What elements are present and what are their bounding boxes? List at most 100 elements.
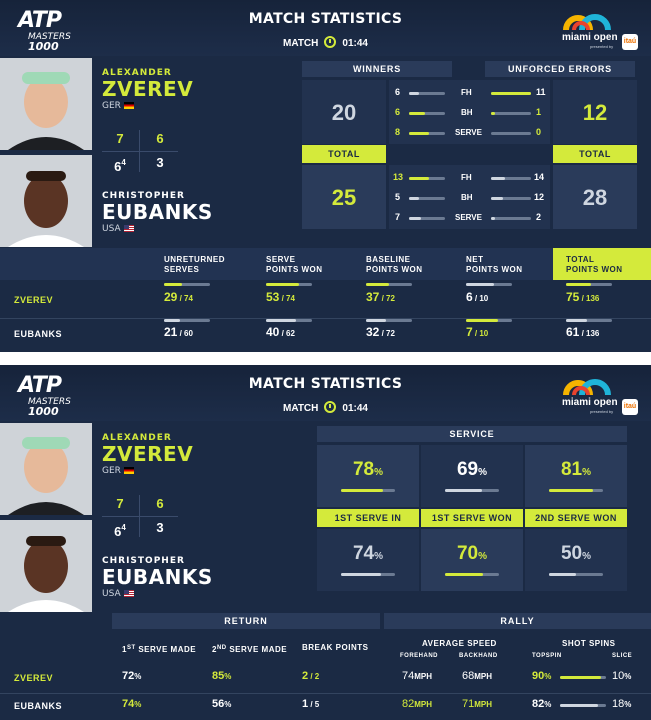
- winners-p2-box: 25: [302, 165, 386, 229]
- shot-row-fh-p2: 13 FH 14: [393, 172, 545, 182]
- shot-row-bh-p2: 5 BH 12: [395, 192, 545, 202]
- col-total-points-won: TOTAL POINTS WON: [566, 255, 623, 274]
- stat-value: 2 / 2: [302, 670, 320, 682]
- itau-badge: itaú: [622, 34, 638, 50]
- stat-value: 10%: [612, 670, 632, 682]
- stat-bar: [164, 319, 210, 322]
- winners-header: WINNERS: [302, 61, 452, 77]
- stat-value: 6 / 10: [466, 290, 489, 304]
- germany-flag-icon: [123, 102, 134, 109]
- stat-value: 82MPH: [402, 698, 433, 710]
- topspin-bar: [560, 676, 606, 679]
- shot-breakdown-p2: 13 FH 14 5 BH 12 7 SERVE 2: [389, 165, 550, 229]
- stat-bar: [266, 283, 312, 286]
- player-photo-eubanks: [0, 520, 92, 612]
- points-table: UNRETURNED SERVES SERVE POINTS WON BASELIN…: [0, 248, 651, 352]
- col-net-points-won: NET POINTS WON: [466, 255, 523, 274]
- stat-value: 90%: [532, 670, 552, 682]
- clock-icon: [324, 401, 337, 413]
- stat-value: 61 / 136: [566, 325, 600, 339]
- stat-bar: [366, 319, 412, 322]
- player1-name: ALEXANDER ZVEREV GER: [102, 433, 194, 476]
- col-baseline-points-won: BASELINE POINTS WON: [366, 255, 423, 274]
- stat-bar: [366, 283, 412, 286]
- player-photo-zverev: [0, 423, 92, 515]
- stat-value: 74MPH: [402, 670, 433, 682]
- stat-value: 82%: [532, 698, 552, 710]
- service-col-label: 2ND SERVE WON: [525, 509, 627, 527]
- service-p2-cell: 74%: [317, 529, 419, 591]
- rally-header: RALLY: [384, 613, 651, 629]
- stat-value: 72%: [122, 670, 142, 682]
- service-p1-cell: 69%: [421, 445, 523, 507]
- col-serve-points-won: SERVE POINTS WON: [266, 255, 323, 274]
- service-header: SERVICE: [317, 426, 627, 442]
- return-rally-table: RETURN RALLY 1ST SERVE MADE 2ND SERVE MA…: [0, 613, 651, 720]
- total-points-highlight: [553, 248, 651, 280]
- topspin-bar: [560, 704, 606, 707]
- stat-value: 18%: [612, 698, 632, 710]
- service-p2-cell: 50%: [525, 529, 627, 591]
- col-break-points: BREAK POINTS: [302, 643, 369, 652]
- service-p2-cell: 70%: [421, 529, 523, 591]
- stat-value: 53 / 74: [266, 290, 295, 304]
- usa-flag-icon: [123, 590, 134, 597]
- stat-bar: [266, 319, 312, 322]
- header: ATP MASTERS 1000 MATCH STATISTICS MATCH 0…: [0, 0, 651, 56]
- stat-value: 40 / 62: [266, 325, 295, 339]
- player2-name: CHRISTOPHER EUBANKS USA: [102, 191, 213, 234]
- shot-row-serve-p1: 8 SERVE 0: [395, 127, 542, 137]
- header: ATP MASTERS 1000 MATCH STATISTICS MATCH 0…: [0, 365, 651, 421]
- miami-open-logo: miami open presented by itaú: [560, 6, 642, 50]
- stat-value: 74%: [122, 698, 142, 710]
- itau-badge: itaú: [622, 399, 638, 415]
- stat-value: 37 / 72: [366, 290, 395, 304]
- players-block: ALEXANDER ZVEREV GER 7 6 64 3 CHRISTOPHE…: [0, 58, 300, 248]
- unforced-errors-header: UNFORCED ERRORS: [485, 61, 635, 77]
- service-return-panel: ATP MASTERS 1000 MATCH STATISTICS MATCH 0…: [0, 365, 651, 720]
- row-label-zverev: ZVEREV: [14, 673, 54, 683]
- germany-flag-icon: [123, 467, 134, 474]
- stat-value: 7 / 10: [466, 325, 489, 339]
- stat-bar: [566, 319, 612, 322]
- miami-arcs-icon: [563, 379, 611, 396]
- page-title: MATCH STATISTICS: [248, 376, 403, 392]
- stat-value: 21 / 60: [164, 325, 193, 339]
- stat-bar: [164, 283, 210, 286]
- score-table: 7 6 64 3: [102, 128, 178, 174]
- ue-total-label: TOTAL: [553, 145, 637, 163]
- stat-value: 75 / 136: [566, 290, 600, 304]
- stat-value: 71MPH: [462, 698, 493, 710]
- row-label-eubanks: EUBANKS: [14, 329, 63, 339]
- stat-bar: [466, 283, 512, 286]
- shot-row-serve-p2: 7 SERVE 2: [395, 212, 542, 222]
- miami-open-logo: miami open presented by itaú: [560, 371, 642, 415]
- usa-flag-icon: [123, 225, 134, 232]
- stat-value: 1 / 5: [302, 698, 320, 710]
- stat-value: 85%: [212, 670, 232, 682]
- return-header: RETURN: [112, 613, 380, 629]
- match-time: MATCH 01:44: [283, 36, 368, 49]
- player-photo-zverev: [0, 58, 92, 150]
- match-time: MATCH 01:44: [283, 401, 368, 414]
- service-col-label: 1ST SERVE WON: [421, 509, 523, 527]
- service-p1-cell: 81%: [525, 445, 627, 507]
- shot-row-bh-p1: 6 BH 1: [395, 107, 542, 117]
- player2-name: CHRISTOPHER EUBANKS USA: [102, 556, 213, 599]
- col-shot-spins: SHOT SPINS: [562, 639, 616, 648]
- service-col-label: 1ST SERVE IN: [317, 509, 419, 527]
- ue-p2-box: 28: [553, 165, 637, 229]
- miami-arcs-icon: [563, 14, 611, 31]
- col-1st-serve-made: 1ST SERVE MADE: [122, 645, 197, 654]
- stat-value: 68MPH: [462, 670, 493, 682]
- col-unreturned-serves: UNRETURNED SERVES: [164, 255, 225, 274]
- stat-value: 56%: [212, 698, 232, 710]
- stat-value: 32 / 72: [366, 325, 395, 339]
- clock-icon: [324, 36, 337, 48]
- players-block: ALEXANDER ZVEREV GER 7 6 64 3 CHRISTOPHE…: [0, 423, 300, 613]
- shot-breakdown-p1: 6 FH 11 6 BH 1 8 SERVE 0: [389, 80, 550, 144]
- row-label-zverev: ZVEREV: [14, 295, 54, 305]
- winners-errors-panel: ATP MASTERS 1000 MATCH STATISTICS MATCH 0…: [0, 0, 651, 352]
- winners-p1-box: 20: [302, 80, 386, 144]
- page-title: MATCH STATISTICS: [248, 11, 403, 27]
